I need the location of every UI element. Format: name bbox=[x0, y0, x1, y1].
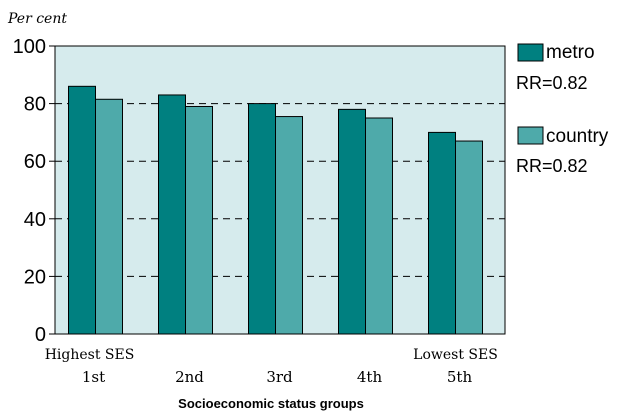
y-tick-label: 40 bbox=[24, 209, 46, 231]
y-ticks: 0 20 40 60 80 100 bbox=[13, 36, 55, 346]
y-axis-title: Per cent bbox=[7, 11, 67, 27]
category-note: Lowest SES bbox=[413, 347, 498, 363]
bar-country bbox=[455, 140, 483, 335]
y-tick-label: 0 bbox=[35, 324, 46, 346]
legend-swatch-country bbox=[517, 126, 544, 145]
legend-swatch-metro bbox=[517, 43, 544, 62]
bar-metro bbox=[68, 85, 96, 335]
category-label: 5th bbox=[447, 368, 473, 386]
category-note: Highest SES bbox=[45, 347, 135, 363]
bar-metro bbox=[248, 103, 276, 335]
x-labels: Highest SES 1st 2nd 3rd 4th Lowest SES 5th bbox=[45, 347, 498, 386]
bar-country bbox=[275, 116, 303, 335]
bar-metro bbox=[338, 108, 366, 335]
bar-country bbox=[365, 117, 393, 335]
category-label: 2nd bbox=[175, 368, 204, 386]
legend-note-metro: RR=0.82 bbox=[516, 73, 588, 93]
y-tick-label: 60 bbox=[24, 151, 46, 173]
y-tick-label: 100 bbox=[13, 36, 46, 58]
y-tick-label: 80 bbox=[24, 94, 46, 116]
x-axis-title: Socioeconomic status groups bbox=[178, 396, 364, 411]
y-tick-label: 20 bbox=[24, 266, 46, 288]
bars bbox=[68, 85, 483, 335]
bar-metro bbox=[428, 131, 456, 335]
legend-note-country: RR=0.82 bbox=[516, 156, 588, 176]
bar-metro bbox=[158, 94, 186, 335]
bar-country bbox=[95, 98, 123, 335]
category-label: 1st bbox=[82, 368, 105, 386]
category-label: 3rd bbox=[266, 368, 293, 386]
category-label: 4th bbox=[357, 368, 383, 386]
legend-label-country: country bbox=[546, 126, 609, 147]
legend: metro RR=0.82 country RR=0.82 bbox=[516, 42, 609, 176]
legend-label-metro: metro bbox=[546, 42, 595, 63]
bar-country bbox=[185, 105, 213, 335]
